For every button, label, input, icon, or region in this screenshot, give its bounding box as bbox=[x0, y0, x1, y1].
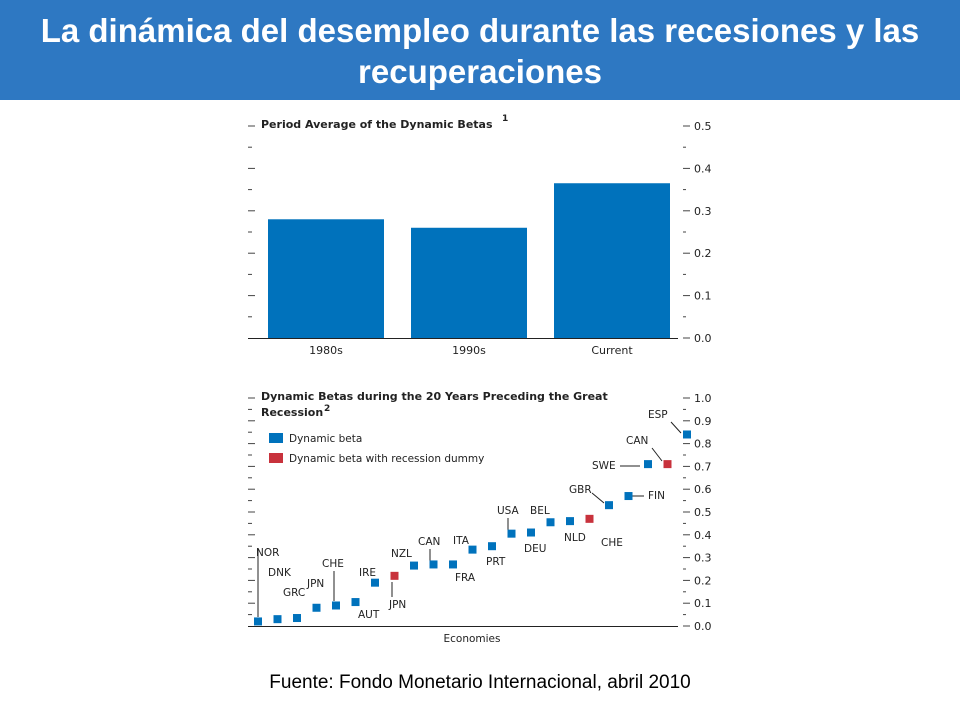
data-point bbox=[527, 528, 535, 537]
data-point bbox=[273, 615, 282, 624]
leader-line bbox=[670, 421, 682, 434]
data-point bbox=[332, 601, 340, 610]
data-point bbox=[371, 578, 379, 587]
data-point bbox=[468, 545, 477, 554]
data-point bbox=[585, 514, 594, 523]
bar-chart-bars bbox=[268, 183, 670, 338]
y-tick-label: 0.0 bbox=[694, 332, 712, 345]
point-label: AUT bbox=[358, 609, 380, 621]
data-point bbox=[663, 460, 672, 469]
point-label: BEL bbox=[530, 505, 550, 517]
point-label: ESP bbox=[648, 409, 668, 421]
data-point bbox=[312, 603, 321, 612]
bar-chart-left-ticks bbox=[248, 125, 255, 318]
point-label: GRC bbox=[283, 587, 305, 599]
point-label: SWE bbox=[592, 460, 616, 472]
bar-chart-title: Period Average of the Dynamic Betas bbox=[261, 118, 493, 131]
point-label: JPN bbox=[306, 578, 324, 590]
scatter-chart-title-line1: Dynamic Betas during the 20 Years Preced… bbox=[261, 390, 608, 403]
bar-chart: Period Average of the Dynamic Betas 1 0.… bbox=[248, 114, 712, 357]
scatter-chart-right-axis: 0.0 0.1 0.2 0.3 0.4 0.5 0.6 0.7 0.8 0.9 1.0 bbox=[683, 392, 712, 633]
bar-chart-right-axis: 0.0 0.1 0.2 0.3 0.4 0.5 bbox=[683, 120, 712, 345]
data-point bbox=[449, 560, 457, 569]
legend-label-recession-dummy: Dynamic beta with recession dummy bbox=[289, 453, 484, 465]
point-label: GBR bbox=[569, 484, 592, 496]
slide-title: La dinámica del desempleo durante las re… bbox=[40, 12, 920, 90]
y-tick-label: 0.5 bbox=[694, 120, 712, 133]
y-tick-label: 0.2 bbox=[694, 247, 712, 260]
y-tick-label: 0.4 bbox=[694, 162, 712, 175]
scatter-chart-x-label: Economies bbox=[444, 633, 501, 645]
point-label: USA bbox=[497, 505, 520, 517]
data-point bbox=[429, 560, 438, 569]
point-label: CHE bbox=[322, 558, 344, 570]
y-tick-label: 0.2 bbox=[694, 574, 712, 587]
y-tick-label: 0.1 bbox=[694, 597, 712, 610]
bar-chart-x-ticks: 1980s 1990s Current bbox=[309, 344, 633, 357]
bar bbox=[268, 219, 384, 338]
data-point bbox=[683, 430, 691, 439]
data-point bbox=[293, 614, 301, 623]
y-tick-label: 0.3 bbox=[694, 205, 712, 218]
legend-swatch-blue bbox=[269, 433, 283, 443]
data-point bbox=[566, 517, 574, 526]
y-tick-label: 0.5 bbox=[694, 506, 712, 519]
data-point bbox=[507, 529, 516, 538]
point-label: DEU bbox=[524, 543, 546, 555]
y-tick-label: 0.8 bbox=[694, 438, 712, 451]
y-tick-label: 1.0 bbox=[694, 392, 712, 405]
point-label: FIN bbox=[648, 490, 665, 502]
data-point bbox=[488, 542, 496, 551]
scatter-chart-title-line2: Recession bbox=[261, 406, 323, 419]
point-label: CAN bbox=[418, 536, 440, 548]
data-point bbox=[624, 492, 633, 501]
y-tick-label: 0.9 bbox=[694, 415, 712, 428]
source-note: Fuente: Fondo Monetario Internacional, a… bbox=[269, 672, 691, 693]
legend-swatch-red bbox=[269, 453, 283, 463]
point-label: CAN bbox=[626, 435, 648, 447]
data-point bbox=[644, 460, 652, 469]
data-point bbox=[351, 598, 360, 607]
data-point bbox=[605, 501, 613, 510]
data-point bbox=[390, 571, 399, 580]
y-tick-label: 0.1 bbox=[694, 290, 712, 303]
legend-label-dynamic-beta: Dynamic beta bbox=[289, 433, 362, 445]
leader-line bbox=[651, 447, 663, 462]
point-label: PRT bbox=[486, 556, 506, 568]
y-tick-label: 0.0 bbox=[694, 620, 712, 633]
data-point bbox=[254, 617, 262, 626]
scatter-chart: Dynamic Betas during the 20 Years Preced… bbox=[248, 390, 712, 645]
title-bar: La dinámica del desempleo durante las re… bbox=[0, 0, 960, 100]
scatter-chart-title-note: 2 bbox=[324, 404, 330, 414]
bar bbox=[411, 227, 527, 338]
point-label: IRE bbox=[359, 567, 376, 579]
bar bbox=[554, 183, 670, 338]
point-label: JPN bbox=[388, 599, 406, 611]
point-label: FRA bbox=[455, 572, 476, 584]
scatter-chart-left-ticks bbox=[248, 397, 255, 616]
x-tick-label: Current bbox=[591, 344, 633, 357]
x-tick-label: 1990s bbox=[452, 344, 486, 357]
point-label: DNK bbox=[268, 567, 292, 579]
leader-line bbox=[591, 492, 605, 504]
y-tick-label: 0.6 bbox=[694, 483, 712, 496]
data-point bbox=[546, 518, 555, 527]
point-label: CHE bbox=[601, 537, 623, 549]
y-tick-label: 0.4 bbox=[694, 529, 712, 542]
y-tick-label: 0.7 bbox=[694, 460, 712, 473]
y-tick-label: 0.3 bbox=[694, 552, 712, 565]
point-label: NLD bbox=[564, 532, 586, 544]
point-label: NOR bbox=[256, 547, 279, 559]
scatter-chart-points: NORDNKGRCJPNCHEAUTIREJPNNZLCANFRAITAPRTU… bbox=[254, 409, 691, 626]
point-label: ITA bbox=[453, 535, 470, 547]
bar-chart-title-note: 1 bbox=[502, 114, 508, 124]
x-tick-label: 1980s bbox=[309, 344, 343, 357]
point-label: NZL bbox=[391, 548, 412, 560]
data-point bbox=[410, 561, 418, 570]
